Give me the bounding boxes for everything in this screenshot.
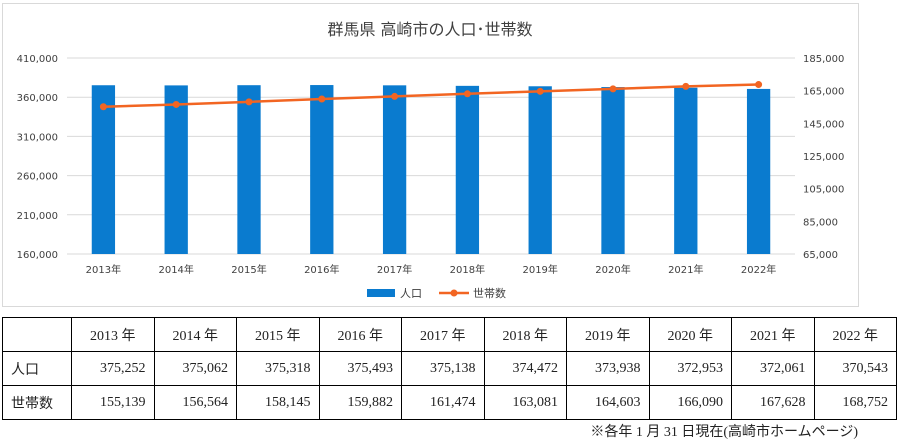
source-note: ※各年 1 月 31 日現在(高崎市ホームページ) bbox=[590, 425, 858, 440]
legend-label-households: 世帯数 bbox=[473, 287, 506, 300]
x-tick-label: 2018年 bbox=[450, 263, 485, 276]
y-right-tick-label: 145,000 bbox=[803, 119, 844, 130]
table-cell: 375,062 bbox=[153, 351, 237, 386]
series-point bbox=[99, 103, 107, 111]
table-year-header: 2022 年 bbox=[813, 317, 897, 352]
bar bbox=[601, 87, 625, 254]
bar bbox=[455, 85, 480, 255]
bar bbox=[746, 88, 771, 254]
table-year-header: 2017 年 bbox=[401, 317, 485, 352]
x-tick-label: 2021年 bbox=[668, 263, 703, 276]
y-right-tick-label: 105,000 bbox=[803, 185, 844, 196]
y-left-tick-label: 210,000 bbox=[17, 211, 58, 222]
table-cell: 164,603 bbox=[566, 385, 650, 420]
grid-layer bbox=[67, 57, 795, 255]
table-row: 人口 375,252 375,062 375,318 375,493 375,138 374… bbox=[2, 351, 897, 386]
series-point bbox=[755, 81, 763, 89]
x-tick-label: 2016年 bbox=[304, 263, 339, 276]
x-tick-label: 2017年 bbox=[377, 263, 412, 276]
x-tick-label: 2013年 bbox=[86, 263, 121, 276]
bar bbox=[310, 85, 334, 254]
table-cell: 166,090 bbox=[648, 385, 732, 420]
y-left-tick-label: 410,000 bbox=[17, 54, 58, 65]
series-point bbox=[391, 92, 399, 100]
y-left-tick-label: 160,000 bbox=[17, 250, 58, 261]
y-right-tick-label: 185,000 bbox=[803, 54, 844, 65]
x-tick-label: 2022年 bbox=[741, 263, 776, 276]
y-left-tick-label: 260,000 bbox=[17, 172, 58, 183]
table-cell: 375,138 bbox=[401, 351, 485, 386]
bar-layer bbox=[91, 85, 771, 255]
series-point bbox=[682, 82, 690, 90]
y-right-tick-label: 85,000 bbox=[803, 217, 838, 228]
table-cell: 370,543 bbox=[813, 351, 897, 386]
chart-title: 群馬県 高崎市の人口･世帯数 bbox=[327, 20, 532, 39]
data-table: 2013 年 2014 年 2015 年 2016 年 2017 年 2018 年 2019… bbox=[2, 317, 897, 420]
bar bbox=[674, 87, 698, 255]
y-left-tick-label: 360,000 bbox=[17, 93, 58, 104]
table-cell: 375,493 bbox=[318, 351, 402, 386]
bar bbox=[382, 85, 407, 254]
table-cell: 373,938 bbox=[566, 351, 650, 386]
line-layer bbox=[99, 81, 763, 111]
table-corner-cell bbox=[2, 317, 72, 352]
table-cell: 375,318 bbox=[236, 351, 320, 386]
y-left-tick-label: 310,000 bbox=[17, 132, 58, 143]
legend-label-population: 人口 bbox=[400, 287, 422, 300]
bar bbox=[237, 85, 261, 254]
table-cell: 168,752 bbox=[813, 385, 897, 420]
table-cell: 158,145 bbox=[236, 385, 320, 420]
table-year-header: 2014 年 bbox=[153, 317, 237, 352]
series-point bbox=[609, 85, 617, 93]
bar bbox=[528, 86, 552, 254]
chart-svg: 群馬県 高崎市の人口･世帯数 160,000 210,000 260,000 310,… bbox=[17, 20, 845, 300]
x-tick-label: 2014年 bbox=[158, 263, 193, 276]
table-cell: 156,564 bbox=[153, 385, 237, 420]
y-right-tick-label: 65,000 bbox=[803, 250, 838, 261]
table-cell: 374,472 bbox=[483, 351, 567, 386]
table-cell: 163,081 bbox=[483, 385, 567, 420]
table-row-label: 人口 bbox=[2, 351, 72, 386]
table-year-header: 2018 年 bbox=[483, 317, 567, 352]
table-year-header: 2016 年 bbox=[318, 317, 402, 352]
series-point bbox=[536, 87, 544, 95]
axis-layer: 160,000 210,000 260,000 310,000 360,000 410,0… bbox=[17, 54, 845, 276]
table-cell: 372,953 bbox=[648, 351, 732, 386]
table-row-label: 世帯数 bbox=[2, 385, 72, 420]
bar bbox=[91, 85, 116, 254]
table-cell: 159,882 bbox=[318, 385, 402, 420]
table-row: 世帯数 155,139 156,564 158,145 159,882 161,474 16… bbox=[2, 385, 897, 420]
legend-swatch-bar bbox=[367, 289, 395, 297]
series-point bbox=[318, 95, 326, 103]
series-point bbox=[172, 100, 180, 108]
table-cell: 372,061 bbox=[731, 351, 815, 386]
table-cell: 375,252 bbox=[71, 351, 155, 386]
table-cell: 155,139 bbox=[71, 385, 155, 420]
table-year-header: 2019 年 bbox=[566, 317, 650, 352]
table-body: 人口 375,252 375,062 375,318 375,493 375,138 374… bbox=[2, 351, 897, 420]
table-year-header: 2020 年 bbox=[648, 317, 732, 352]
x-tick-label: 2019年 bbox=[522, 263, 557, 276]
table-header-row: 2013 年 2014 年 2015 年 2016 年 2017 年 2018 年 2019… bbox=[2, 317, 897, 352]
chart-frame: 群馬県 高崎市の人口･世帯数 160,000 210,000 260,000 310,… bbox=[2, 3, 859, 307]
y-right-tick-label: 125,000 bbox=[803, 152, 844, 163]
bar bbox=[164, 85, 188, 255]
table-cell: 161,474 bbox=[401, 385, 485, 420]
series-line bbox=[103, 83, 759, 109]
x-tick-label: 2015年 bbox=[231, 263, 266, 276]
table-year-header: 2013 年 bbox=[71, 317, 155, 352]
x-tick-label: 2020年 bbox=[595, 263, 630, 276]
table-cell: 167,628 bbox=[731, 385, 815, 420]
legend-swatch-marker bbox=[450, 289, 458, 297]
table-year-header: 2015 年 bbox=[236, 317, 320, 352]
y-right-tick-label: 165,000 bbox=[803, 87, 844, 98]
table-year-header: 2021 年 bbox=[731, 317, 815, 352]
series-point bbox=[245, 98, 253, 106]
legend: 人口 世帯数 bbox=[367, 287, 506, 300]
series-point bbox=[463, 90, 471, 98]
